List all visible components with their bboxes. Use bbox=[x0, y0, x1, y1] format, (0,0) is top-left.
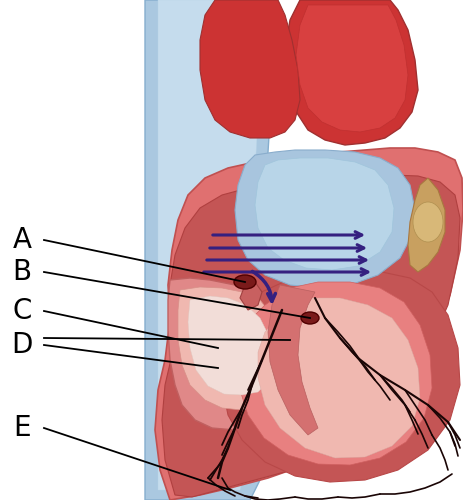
Polygon shape bbox=[268, 285, 318, 435]
Polygon shape bbox=[238, 282, 432, 465]
Polygon shape bbox=[158, 0, 258, 490]
Ellipse shape bbox=[413, 202, 443, 242]
Polygon shape bbox=[296, 5, 408, 132]
Polygon shape bbox=[188, 296, 274, 395]
Polygon shape bbox=[155, 148, 463, 500]
Polygon shape bbox=[200, 0, 300, 138]
Polygon shape bbox=[162, 175, 460, 497]
Polygon shape bbox=[240, 282, 262, 310]
Text: C: C bbox=[13, 297, 31, 325]
Polygon shape bbox=[258, 298, 420, 458]
Polygon shape bbox=[285, 0, 418, 145]
Polygon shape bbox=[168, 278, 295, 430]
Ellipse shape bbox=[234, 275, 256, 289]
Text: E: E bbox=[13, 414, 31, 442]
Polygon shape bbox=[255, 158, 394, 270]
Polygon shape bbox=[235, 150, 415, 288]
Text: A: A bbox=[13, 226, 31, 254]
Text: D: D bbox=[11, 331, 33, 359]
Polygon shape bbox=[145, 0, 270, 500]
Polygon shape bbox=[222, 272, 460, 482]
Ellipse shape bbox=[301, 312, 319, 324]
Polygon shape bbox=[178, 287, 284, 410]
Text: B: B bbox=[13, 258, 31, 286]
Polygon shape bbox=[408, 178, 445, 272]
